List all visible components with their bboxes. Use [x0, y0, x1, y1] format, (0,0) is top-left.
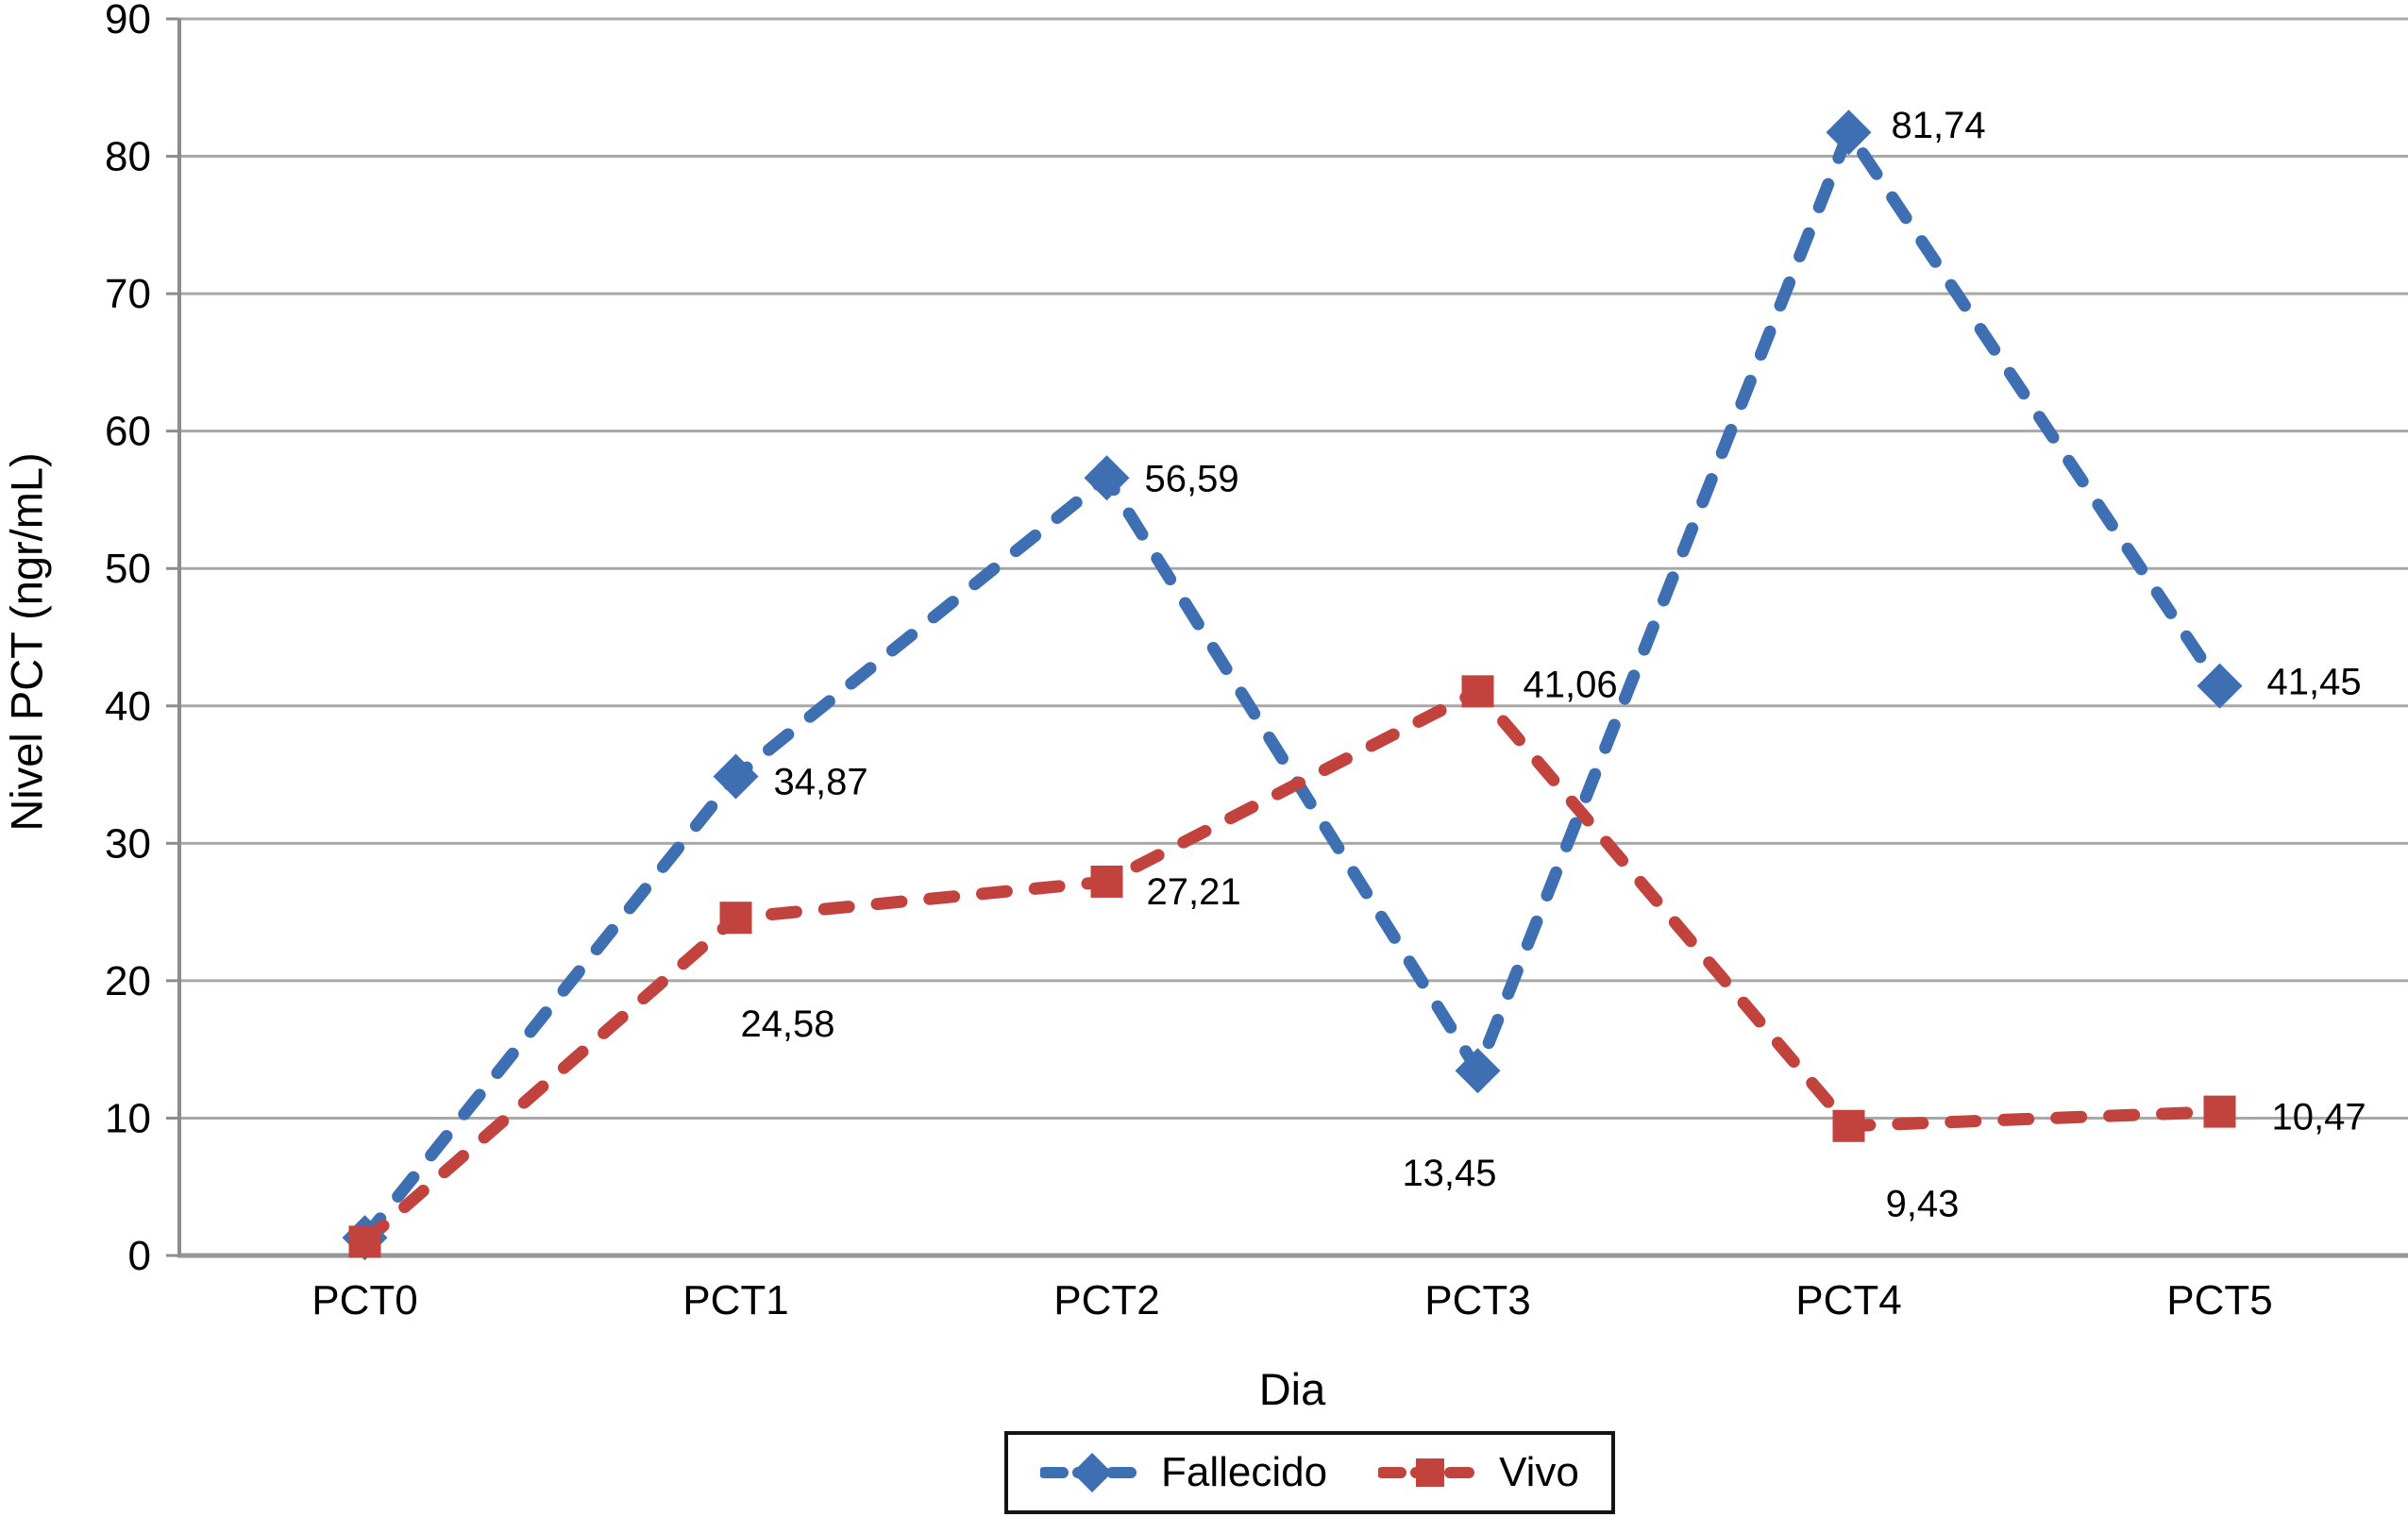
svg-text:PCT0: PCT0: [312, 1277, 417, 1323]
svg-text:40: 40: [105, 683, 151, 730]
svg-text:PCT5: PCT5: [2166, 1277, 2272, 1323]
svg-text:20: 20: [105, 958, 151, 1004]
svg-text:0: 0: [128, 1233, 151, 1279]
svg-text:9,43: 9,43: [1886, 1184, 1960, 1225]
y-axis-title: Nivel PCT (ngr/mL): [1, 452, 52, 832]
x-axis-title: Dia: [1258, 1364, 1326, 1414]
svg-text:90: 90: [105, 0, 151, 42]
svg-text:41,45: 41,45: [2267, 662, 2362, 703]
svg-text:PCT3: PCT3: [1424, 1277, 1530, 1323]
svg-text:34,87: 34,87: [774, 761, 868, 802]
svg-text:10: 10: [105, 1095, 151, 1141]
svg-text:60: 60: [105, 409, 151, 455]
svg-text:13,45: 13,45: [1402, 1153, 1496, 1194]
svg-text:PCT1: PCT1: [682, 1277, 788, 1323]
legend: Fallecido Vivo: [1004, 1431, 1615, 1514]
legend-label-fallecido: Fallecido: [1161, 1449, 1328, 1495]
svg-text:PCT2: PCT2: [1053, 1277, 1159, 1323]
svg-text:80: 80: [105, 134, 151, 180]
svg-text:56,59: 56,59: [1145, 458, 1239, 499]
svg-text:24,58: 24,58: [740, 1003, 834, 1045]
svg-text:27,21: 27,21: [1147, 871, 1241, 913]
legend-label-vivo: Vivo: [1499, 1449, 1579, 1495]
svg-text:10,47: 10,47: [2272, 1097, 2366, 1138]
svg-text:50: 50: [105, 546, 151, 592]
fallecido-dashed-diamond-swatch-icon: [1040, 1453, 1144, 1492]
svg-text:81,74: 81,74: [1892, 105, 1986, 146]
vivo-dashed-square-swatch-icon: [1378, 1458, 1483, 1487]
svg-text:PCT4: PCT4: [1795, 1277, 1901, 1323]
legend-item-vivo: Vivo: [1378, 1449, 1579, 1496]
legend-item-fallecido: Fallecido: [1040, 1449, 1327, 1496]
svg-text:70: 70: [105, 271, 151, 317]
svg-text:30: 30: [105, 820, 151, 867]
svg-text:41,06: 41,06: [1524, 664, 1618, 705]
